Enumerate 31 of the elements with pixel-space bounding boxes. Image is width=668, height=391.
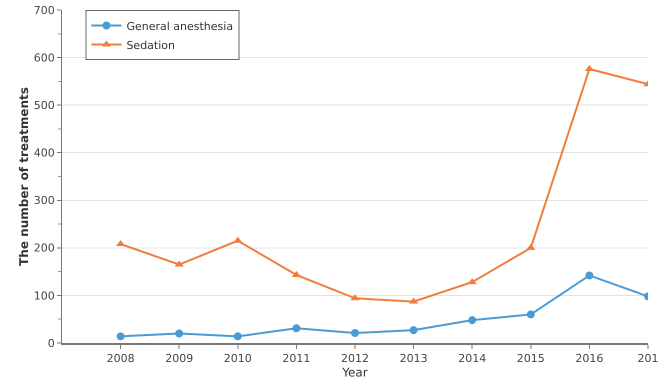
x-tick-label: 2009 (165, 352, 194, 366)
point (410, 326, 418, 334)
x-axis-title: Year (341, 366, 368, 380)
x-tick-label: 2012 (341, 352, 369, 366)
point (468, 316, 476, 324)
y-tick-label: 300 (34, 194, 55, 208)
y-tick-label: 600 (34, 51, 55, 64)
x-tick-label: 2013 (400, 352, 428, 366)
point (585, 271, 594, 280)
point (175, 329, 184, 338)
y-tick-label: 100 (34, 289, 55, 302)
point (351, 329, 359, 338)
x-tick-label: 2008 (106, 352, 135, 366)
y-axis-title: The number of treatments (17, 87, 31, 266)
point (526, 310, 535, 318)
x-tick-label: 2015 (516, 352, 545, 366)
legend-label: Sedation (126, 38, 176, 52)
y-tick-label: 500 (34, 98, 55, 112)
x-tick-label: 2011 (282, 352, 310, 366)
y-tick-label: 200 (34, 242, 55, 255)
legend-label: General anesthesia (126, 20, 234, 33)
point (292, 324, 300, 332)
x-tick-label: 2014 (458, 352, 486, 366)
x-tick-label: 2010 (224, 352, 252, 366)
y-tick-label: 400 (34, 146, 55, 160)
x-tick-label: 201 (638, 352, 658, 366)
y-tick-label: 700 (34, 4, 55, 17)
point (116, 332, 125, 340)
y-tick-label: 0 (48, 336, 55, 350)
point (234, 332, 242, 340)
x-tick-label: 2016 (575, 352, 604, 366)
